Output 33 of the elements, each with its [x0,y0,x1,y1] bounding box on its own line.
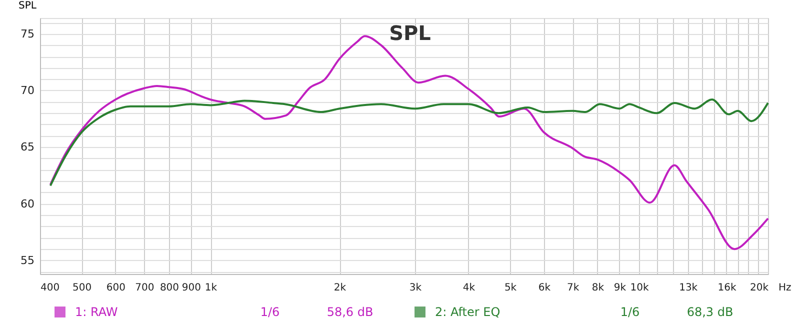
x-tick-label: 4k [462,282,476,294]
x-tick-label: 16k [718,282,736,294]
x-tick-label: 5k [504,282,517,294]
x-tick-label: 7k [567,282,580,294]
x-tick-label: 900 [182,282,201,294]
text: 1/6 [260,305,280,319]
x-tick-label: 9k [614,282,626,294]
text: 1/6 [620,305,640,319]
y-tick-label: 55 [20,254,34,267]
x-tick-label: 2k [334,282,346,294]
chart-title: SPL [389,21,432,45]
text: 58,6 dB [326,305,374,319]
x-tick-label: 6k [538,282,551,294]
x-axis-title: Hz [778,282,792,294]
y-tick-label: 65 [20,140,34,154]
y-axis-title: SPL [18,0,37,12]
x-tick-label: 3k [409,282,422,294]
x-tick-label: 20k [750,282,769,294]
x-tick-label: 10k [630,282,649,294]
x-tick-label: 13k [679,282,698,294]
y-tick-label: 75 [20,27,34,40]
text: 68,3 dB [686,305,734,319]
x-tick-label: 1k [204,282,218,294]
x-tick-label: 500 [72,282,92,294]
x-tick-label: 400 [40,282,60,294]
legend-label: 2: After EQ [435,305,500,319]
legend-label: 1: RAW [75,305,118,319]
y-tick-label: 70 [20,84,34,97]
x-tick-label: 800 [160,282,180,294]
x-tick-label: 600 [106,282,126,294]
x-tick-label: 8k [592,282,604,294]
y-tick-label: 60 [20,197,34,210]
x-tick-label: 700 [135,282,154,294]
